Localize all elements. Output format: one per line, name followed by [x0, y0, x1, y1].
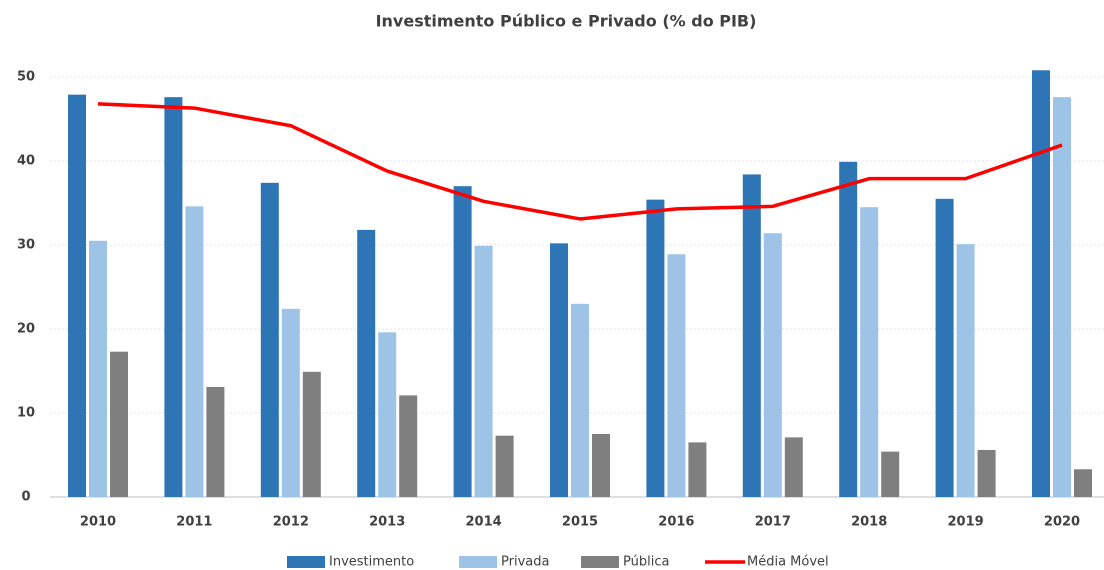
bar [357, 229, 376, 497]
x-tick-label: 2016 [658, 515, 694, 530]
bar [474, 245, 493, 497]
bar [260, 182, 279, 497]
bar [281, 308, 300, 497]
legend-label: Privada [501, 555, 549, 570]
bar [185, 206, 204, 498]
y-tick-label: 20 [17, 322, 35, 337]
bar [89, 240, 107, 498]
bar [592, 434, 610, 497]
bar [571, 303, 589, 497]
bar [110, 351, 128, 497]
legend-label: Investimento [329, 555, 414, 570]
x-tick-label: 2010 [80, 515, 116, 530]
bar [302, 371, 321, 497]
bar [688, 442, 707, 497]
x-tick-label: 2019 [948, 515, 984, 530]
bar [1053, 97, 1071, 497]
bar [550, 243, 568, 497]
bar [378, 332, 397, 497]
x-tick-label: 2018 [851, 515, 887, 530]
bar [763, 233, 782, 498]
bar [935, 198, 954, 498]
bar [667, 254, 686, 497]
bar [646, 199, 665, 497]
bar [164, 97, 183, 497]
bar [784, 437, 803, 497]
x-tick-label: 2015 [562, 515, 598, 530]
bar [881, 451, 900, 497]
y-tick-label: 50 [17, 70, 35, 85]
x-tick-label: 2012 [273, 515, 309, 530]
bar [977, 449, 996, 497]
bar [399, 395, 418, 497]
bar [956, 244, 975, 497]
legend-swatch [581, 556, 619, 568]
x-tick-label: 2017 [755, 515, 791, 530]
bar [495, 435, 514, 497]
legend-swatch [459, 556, 497, 568]
x-tick-label: 2020 [1044, 515, 1080, 530]
y-tick-label: 30 [17, 238, 35, 253]
bar [1032, 70, 1050, 497]
x-tick-label: 2013 [369, 515, 405, 530]
y-tick-label: 10 [17, 406, 35, 421]
bar [839, 161, 858, 497]
x-tick-label: 2014 [466, 515, 502, 530]
bar [453, 186, 472, 497]
x-tick-label: 2011 [176, 515, 212, 530]
bar [742, 174, 761, 497]
legend-swatch [287, 556, 325, 568]
y-tick-label: 0 [21, 490, 30, 505]
bar [68, 94, 86, 497]
legend-label: Média Móvel [747, 555, 829, 570]
bar [206, 386, 225, 497]
bar [860, 207, 879, 497]
line [97, 102, 1063, 221]
bar [1074, 469, 1092, 497]
legend-label: Pública [623, 555, 669, 570]
chart-title: Investimento Público e Privado (% do PIB… [376, 12, 757, 31]
y-tick-label: 40 [17, 154, 35, 169]
